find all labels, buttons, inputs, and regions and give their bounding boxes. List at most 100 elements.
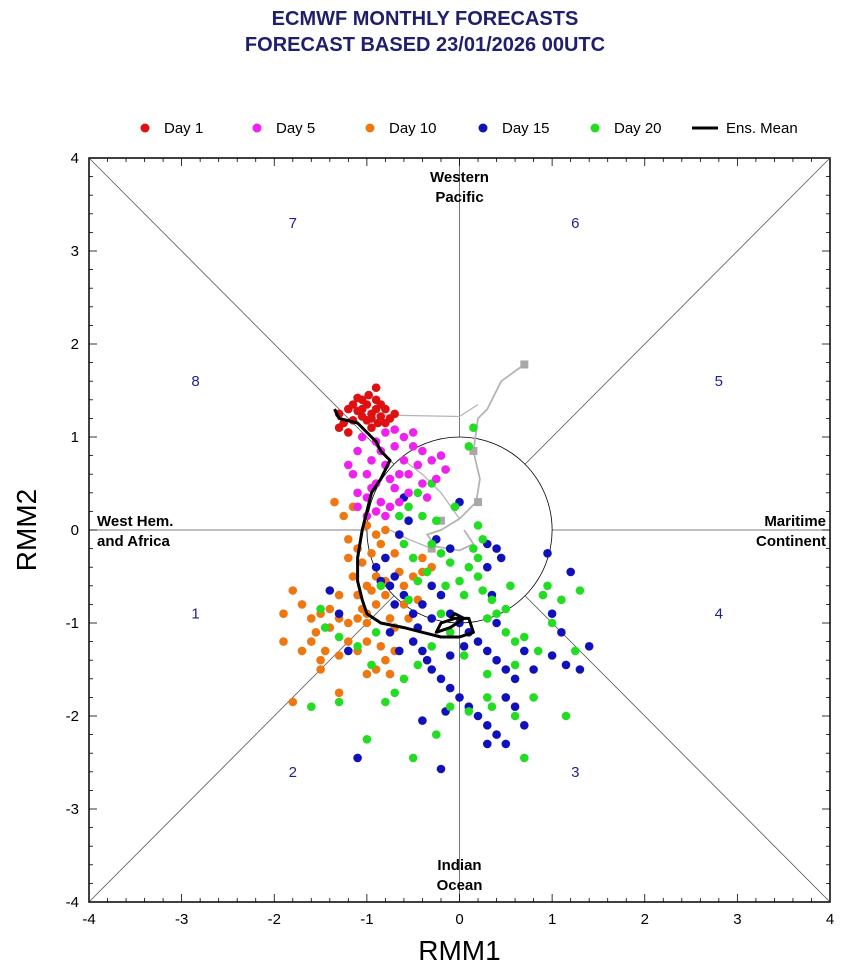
day-20-point (520, 753, 529, 763)
day-5-point (385, 502, 395, 512)
day-20-point (445, 702, 455, 711)
day-10-point (288, 586, 298, 595)
day-20-point (413, 660, 423, 670)
observed-marker (474, 498, 483, 507)
day-20-point (473, 572, 483, 581)
day-20-point (320, 623, 330, 632)
legend-label: Day 10 (389, 120, 437, 137)
day-15-point (353, 753, 362, 763)
phase-number-label: 2 (289, 764, 297, 781)
legend-swatch-dot (590, 123, 600, 133)
day-5-point (418, 446, 427, 456)
day-10-point (357, 558, 367, 567)
region-label: Continent (756, 533, 826, 550)
day-20-point (395, 511, 404, 521)
day-15-point (520, 721, 529, 730)
day-20-point (367, 660, 376, 670)
x-tick-label: -2 (268, 911, 281, 928)
day-20-point (408, 553, 418, 563)
day-15-point (483, 646, 492, 656)
day-10-point (334, 651, 344, 660)
day-15-point (455, 693, 464, 702)
day-20-point (422, 567, 432, 577)
day-1-point (376, 412, 386, 421)
day-15-point (561, 660, 571, 670)
day-10-point (385, 669, 395, 679)
day-15-point (427, 665, 437, 674)
x-tick-label: 4 (826, 911, 834, 928)
day-20-point (533, 646, 543, 656)
day-15-point (445, 544, 455, 553)
ensemble-mean-line (333, 408, 475, 639)
day-20-point (432, 730, 441, 739)
day-10-point (330, 497, 339, 507)
day-1-point (334, 423, 344, 433)
day-15-point (483, 739, 492, 749)
day-15-point (510, 702, 520, 711)
day-5-point (427, 456, 437, 465)
day-5-point (344, 460, 353, 470)
day-5-point (418, 479, 427, 488)
region-label: Maritime (764, 513, 826, 530)
day-10-point (307, 637, 316, 646)
day-20-point (510, 711, 520, 721)
day-15-point (501, 693, 511, 702)
ensemble-mean-trajectory (333, 408, 475, 639)
day-5-point (432, 474, 441, 484)
day-5-point (390, 442, 400, 451)
day-15-point (427, 581, 437, 591)
day-10-point (316, 655, 325, 665)
day-15-point (501, 739, 511, 749)
day-10-point (297, 646, 307, 656)
day-10-point (344, 535, 353, 544)
day-20-point (464, 707, 474, 716)
day-20-point (316, 604, 325, 614)
day-15-point (418, 646, 427, 656)
day-20-point (464, 442, 474, 451)
day-20-point (362, 735, 372, 744)
day-1-point (367, 423, 376, 433)
day-5-point (353, 488, 362, 498)
day-15-point (510, 674, 520, 684)
day-20-point (529, 693, 538, 702)
x-tick-label: -3 (175, 911, 188, 928)
day-20-point (561, 711, 571, 721)
day-10-point (418, 553, 427, 563)
day-10-point (344, 553, 353, 563)
region-label: Ocean (437, 877, 483, 894)
x-tick-label: 0 (455, 911, 463, 928)
day-20-point (450, 502, 460, 512)
day-15-point (473, 637, 483, 646)
day-20-point (445, 558, 455, 567)
day-10-point (367, 586, 376, 595)
y-tick-label: 0 (71, 522, 79, 539)
day-1-point (373, 418, 383, 428)
day-15-point (390, 572, 400, 581)
x-tick-label: 2 (641, 911, 649, 928)
day-15-point (445, 651, 455, 660)
chart-legend: Day 1 Day 5 Day 10 Day 15 Day 20 Ens. Mean (140, 120, 798, 137)
y-tick-label: -1 (66, 615, 79, 632)
day-5-point (381, 428, 390, 437)
x-tick-label: -1 (360, 911, 373, 928)
day-10-point (288, 697, 298, 707)
day-20-point (483, 614, 492, 623)
day-20-point (381, 697, 390, 707)
day-10-point (362, 669, 372, 679)
day-15-point (445, 683, 455, 693)
observed-marker (520, 360, 529, 369)
day-20-point (510, 660, 520, 670)
day-10-point (320, 646, 330, 656)
day-15-point (404, 516, 413, 525)
day-20-point (538, 590, 548, 600)
day-5-point (404, 469, 413, 479)
day-15-point (575, 665, 585, 674)
day-10-point (371, 530, 381, 539)
day-10-point (279, 609, 288, 618)
region-label: Indian (437, 857, 481, 874)
day-15-point (520, 646, 529, 656)
day-5-point (408, 428, 418, 437)
phase-number-label: 3 (571, 764, 579, 781)
legend-swatch-dot (140, 123, 150, 133)
observed-marker (427, 544, 436, 553)
